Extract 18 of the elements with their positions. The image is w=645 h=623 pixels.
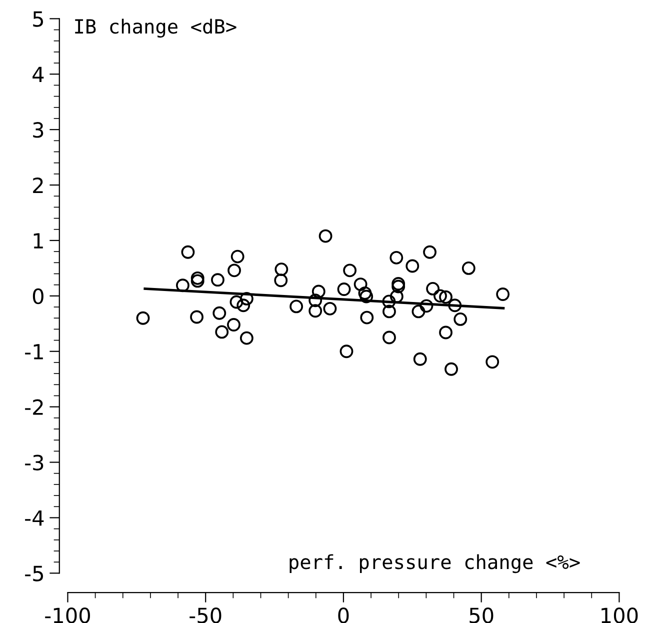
x-tick-label: 50 xyxy=(470,608,494,623)
y-tick-label: 0 xyxy=(32,288,44,304)
y-tick-label: -1 xyxy=(25,344,43,360)
x-tick-label: 0 xyxy=(338,608,349,623)
y-tick-label: 2 xyxy=(33,177,43,193)
x-tick-label: -100 xyxy=(45,608,90,623)
x-tick-label: -50 xyxy=(190,608,222,623)
y-tick-label: 1 xyxy=(34,233,43,248)
y-tick-label: -3 xyxy=(25,454,44,470)
y-tick-label: -2 xyxy=(25,399,43,415)
y-axis-title: IB change <dB> xyxy=(75,18,236,38)
y-tick-label: -4 xyxy=(25,510,44,526)
y-tick-label: 5 xyxy=(33,11,43,27)
y-tick-label: 4 xyxy=(32,66,44,82)
x-axis-title: perf. pressure change <%> xyxy=(290,554,580,574)
y-tick-label: -5 xyxy=(25,566,43,582)
y-tick-label: 3 xyxy=(33,122,44,138)
x-tick-label: 100 xyxy=(602,608,638,623)
